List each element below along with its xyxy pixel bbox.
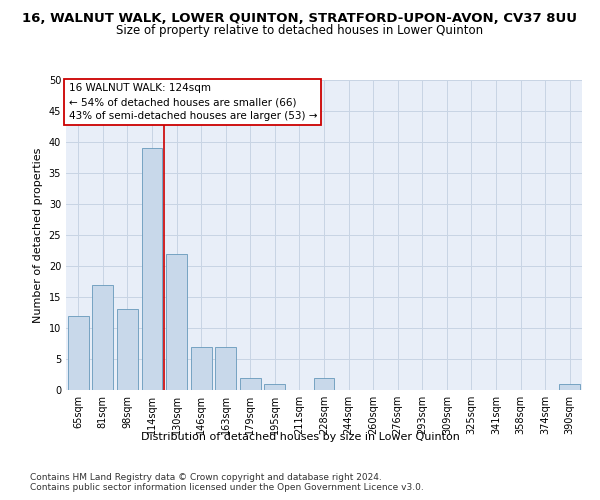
Bar [117,310,138,390]
Bar [68,316,89,390]
Y-axis label: Number of detached properties: Number of detached properties [33,148,43,322]
Text: 16 WALNUT WALK: 124sqm
← 54% of detached houses are smaller (66)
43% of semi-det: 16 WALNUT WALK: 124sqm ← 54% of detached… [68,83,317,121]
Bar [559,384,580,390]
Bar [240,378,261,390]
Text: 16, WALNUT WALK, LOWER QUINTON, STRATFORD-UPON-AVON, CV37 8UU: 16, WALNUT WALK, LOWER QUINTON, STRATFOR… [23,12,577,26]
Bar [92,284,113,390]
Text: Contains public sector information licensed under the Open Government Licence v3: Contains public sector information licen… [30,482,424,492]
Bar [215,346,236,390]
Bar [191,346,212,390]
Text: Size of property relative to detached houses in Lower Quinton: Size of property relative to detached ho… [116,24,484,37]
Bar [166,254,187,390]
Bar [265,384,286,390]
Bar [142,148,163,390]
Bar [314,378,334,390]
Text: Distribution of detached houses by size in Lower Quinton: Distribution of detached houses by size … [140,432,460,442]
Text: Contains HM Land Registry data © Crown copyright and database right 2024.: Contains HM Land Registry data © Crown c… [30,472,382,482]
